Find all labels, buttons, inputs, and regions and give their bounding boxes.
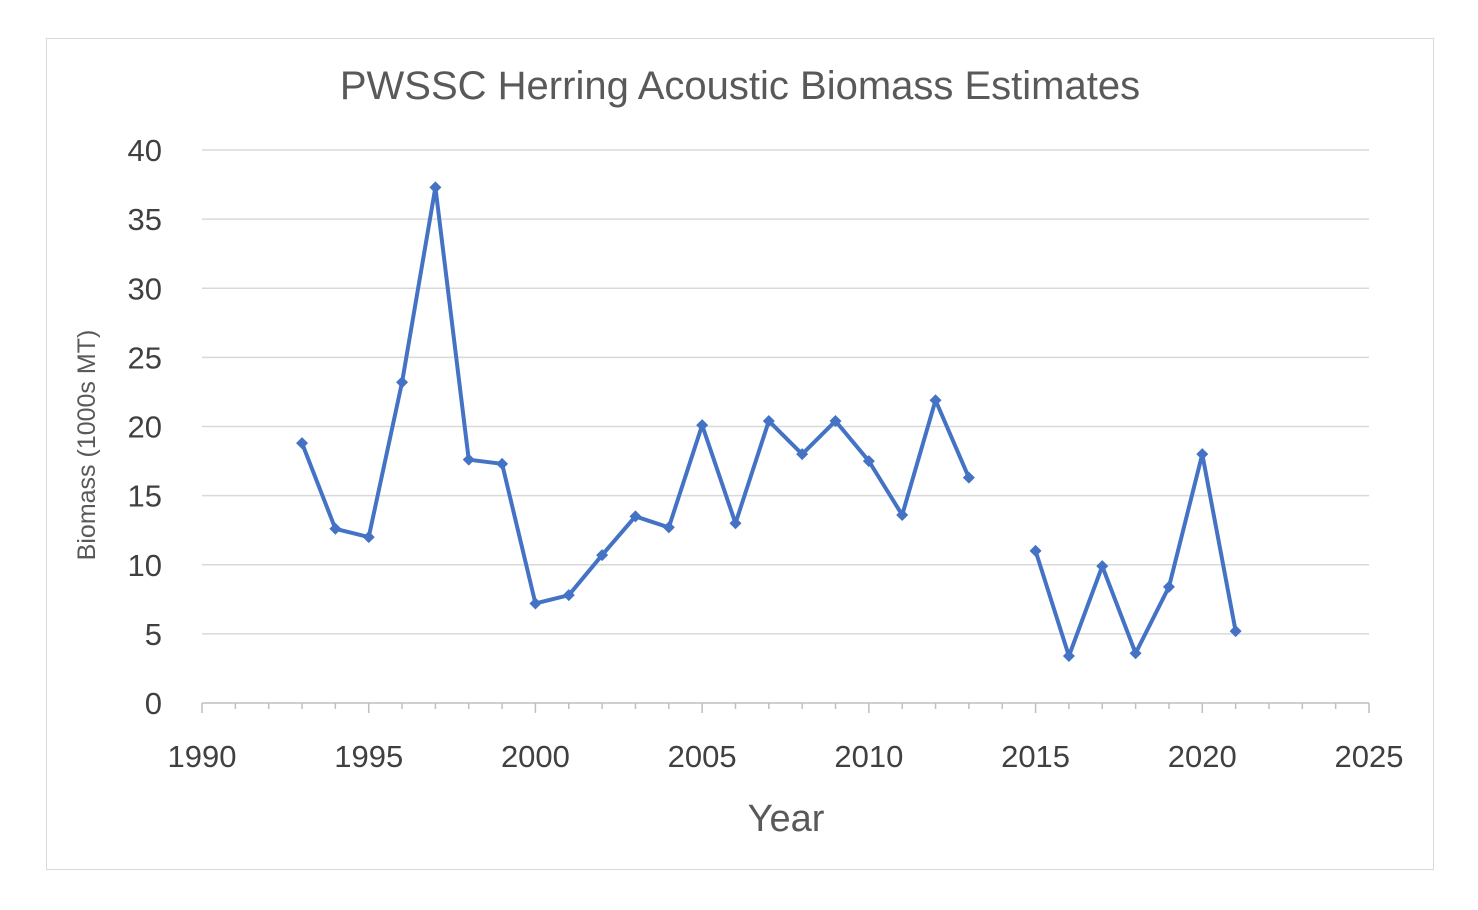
- data-point: [929, 394, 942, 407]
- data-point: [562, 589, 575, 602]
- data-point: [1162, 580, 1175, 593]
- data-point: [1196, 448, 1209, 461]
- chart-title: PWSSC Herring Acoustic Biomass Estimates: [340, 64, 1140, 108]
- x-tick-label: 1995: [334, 739, 403, 774]
- data-point: [796, 448, 809, 461]
- y-tick-label: 25: [128, 340, 162, 375]
- y-tick-label: 10: [128, 548, 162, 583]
- data-point: [1096, 560, 1109, 573]
- gridlines: [202, 149, 1369, 635]
- data-point: [329, 522, 342, 535]
- x-tick-label: 2005: [668, 739, 737, 774]
- data-series: [296, 181, 1242, 662]
- x-tick-label: 2000: [501, 739, 570, 774]
- y-tick-label: 30: [128, 271, 162, 306]
- series-line-segment-2: [1033, 452, 1238, 658]
- y-tick-label: 0: [145, 686, 162, 721]
- data-point: [696, 419, 709, 432]
- data-point: [862, 455, 875, 468]
- y-tick-labels: 0 5 10 15 20 25 30 35 40: [128, 133, 162, 721]
- data-point: [1062, 649, 1075, 662]
- axes: [201, 702, 1370, 713]
- y-tick-label: 5: [145, 617, 162, 652]
- data-point: [429, 181, 442, 194]
- x-tick-label: 2025: [1335, 739, 1404, 774]
- data-point: [729, 517, 742, 530]
- x-tick-label: 2020: [1168, 739, 1237, 774]
- x-tick-label: 1990: [168, 739, 237, 774]
- data-point: [962, 471, 975, 484]
- data-point: [662, 521, 675, 534]
- data-point: [396, 376, 409, 389]
- y-tick-label: 20: [128, 410, 162, 445]
- data-point: [529, 597, 542, 610]
- data-point: [1029, 544, 1042, 557]
- y-tick-label: 15: [128, 479, 162, 514]
- data-point: [362, 531, 375, 544]
- data-point: [829, 414, 842, 427]
- data-point: [596, 549, 609, 562]
- data-point: [896, 508, 909, 521]
- data-point: [1229, 625, 1242, 638]
- data-point: [296, 437, 309, 450]
- data-point: [462, 453, 475, 466]
- y-tick-label: 40: [128, 133, 162, 168]
- series-line-segment-1: [300, 185, 971, 606]
- data-point: [1129, 647, 1142, 660]
- data-point: [629, 510, 642, 523]
- x-tick-label: 2015: [1001, 739, 1070, 774]
- data-point: [496, 457, 509, 470]
- x-axis-label: Year: [748, 798, 825, 840]
- x-tick-label: 2010: [834, 739, 903, 774]
- x-tick-labels: 1990 1995 2000 2005 2010 2015 2020 2025: [168, 739, 1404, 774]
- data-point: [762, 414, 775, 427]
- y-tick-label: 35: [128, 202, 162, 237]
- y-axis-label: Biomass (1000s MT): [73, 330, 101, 561]
